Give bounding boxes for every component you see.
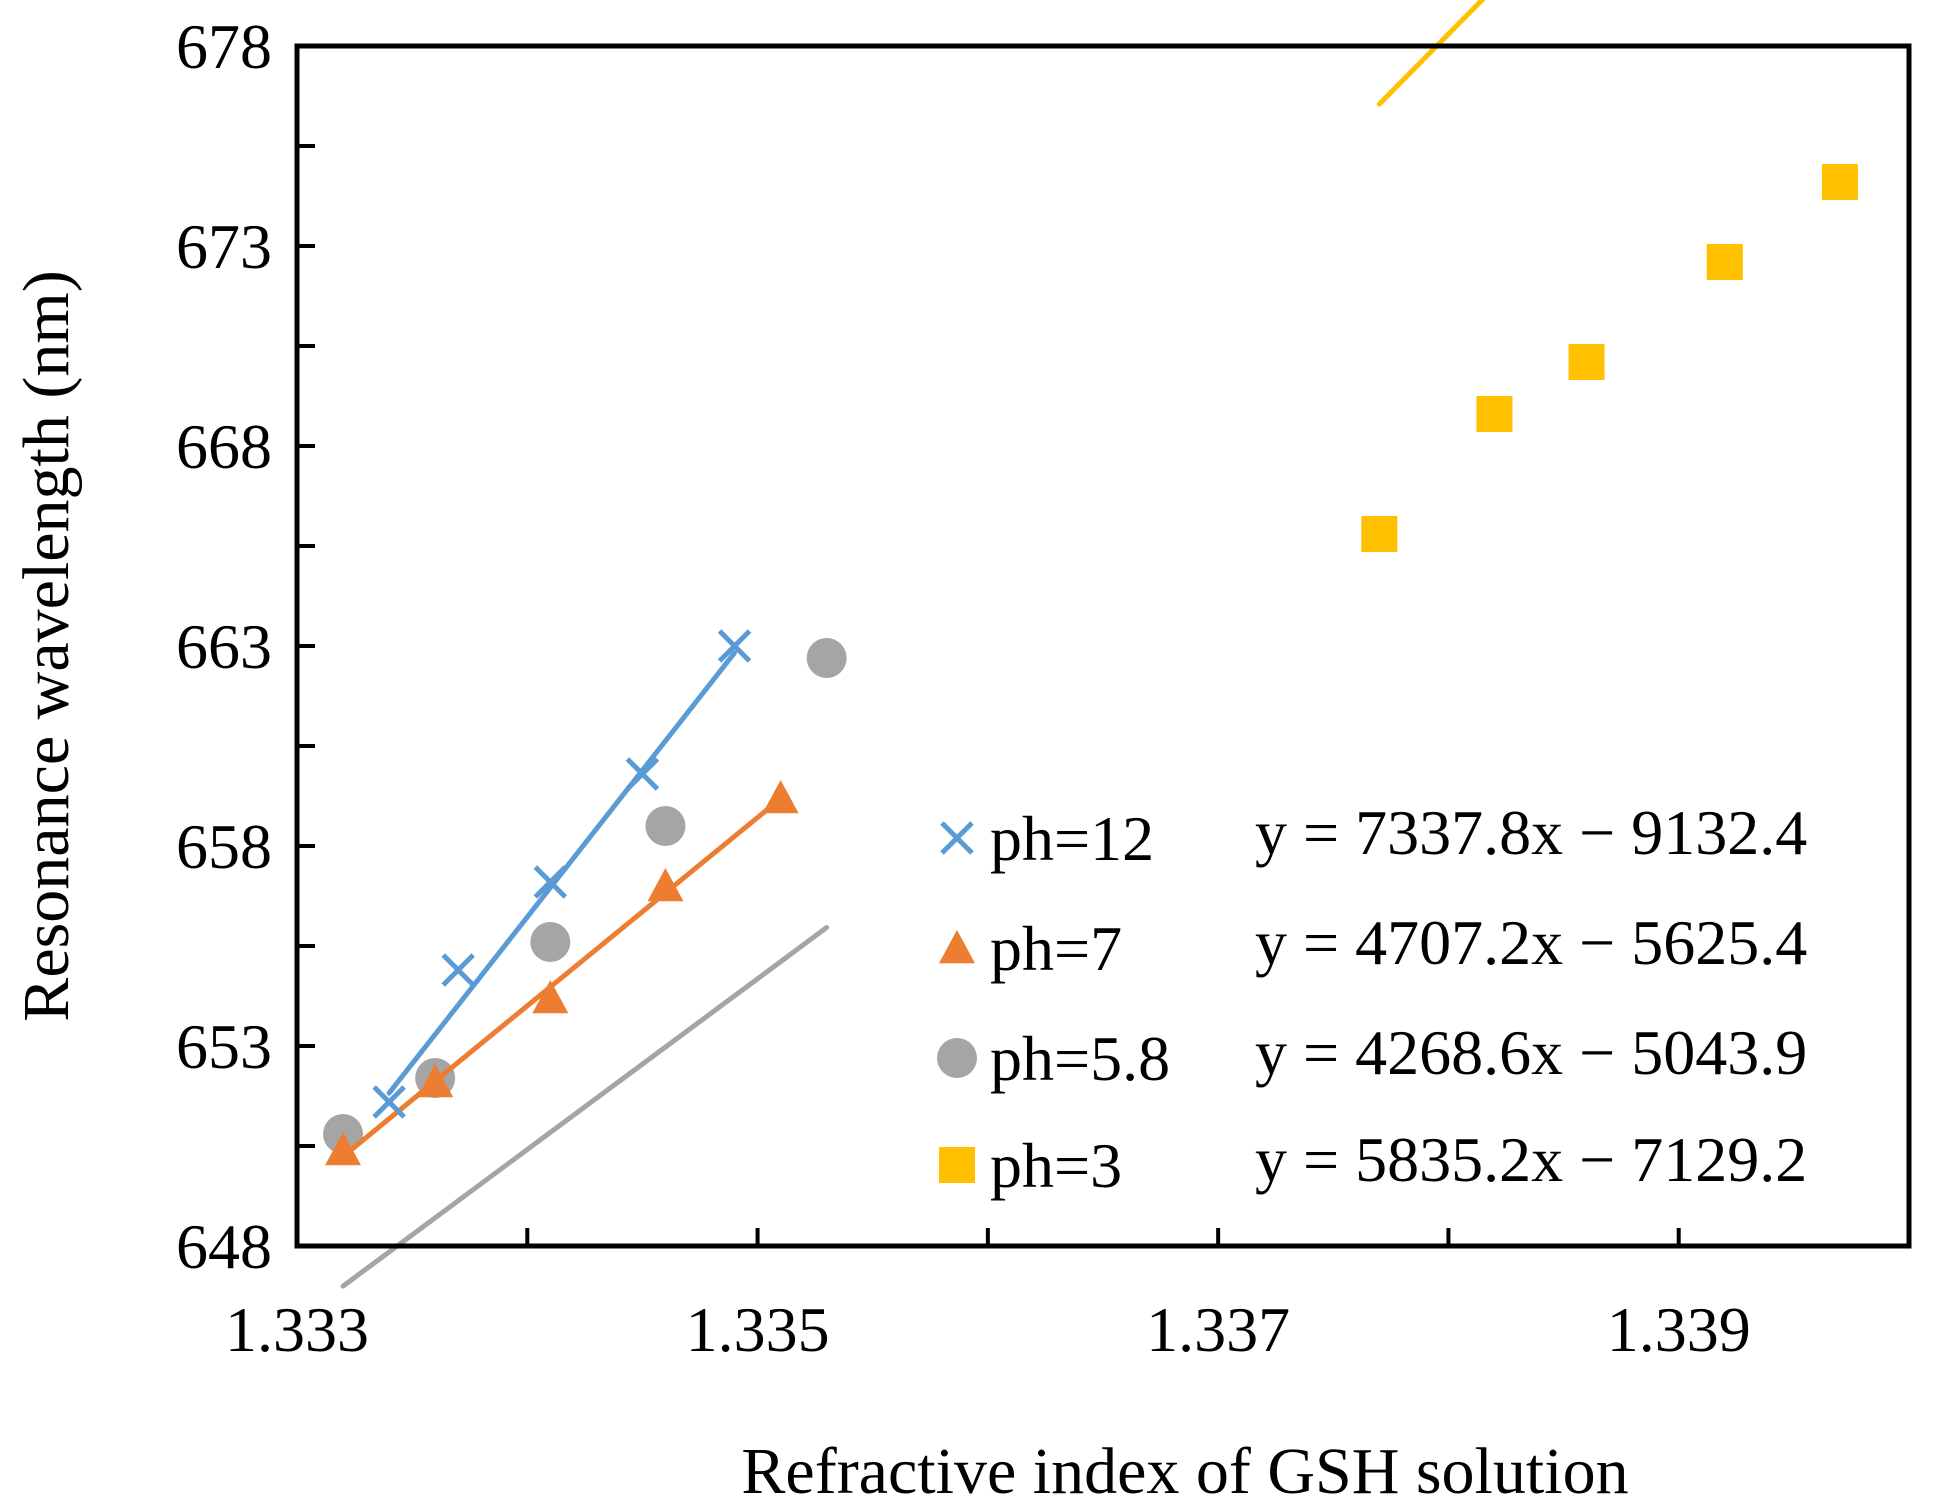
legend: ph=12 y = 7337.8x − 9132.4 ph=7 y = 4707.2x…	[937, 797, 1807, 1201]
data-point	[647, 868, 684, 902]
ticks-layer: 648 653 658 663 668 673 678 1.333 1.335 1.337 1.33…	[176, 11, 1911, 1365]
legend-marker	[940, 821, 974, 855]
trendline	[1376, 0, 1486, 107]
x-tick-label: 1.333	[225, 1294, 369, 1365]
data-point	[1706, 244, 1743, 280]
data-point	[762, 780, 799, 814]
trendline-equation: y = 7337.8x − 9132.4	[1255, 797, 1807, 868]
data-point	[325, 1132, 362, 1166]
data-point	[1821, 164, 1858, 200]
data-point	[625, 757, 660, 791]
data-point	[441, 953, 475, 987]
data-point	[1476, 396, 1513, 432]
y-tick-label: 658	[176, 811, 272, 882]
legend-marker	[937, 1038, 977, 1078]
legend-marker	[939, 1147, 975, 1183]
data-point	[533, 865, 568, 899]
x-tick-label: 1.337	[1146, 1294, 1290, 1365]
y-axis-title: Resonance wavelength (nm)	[10, 270, 83, 1021]
data-point	[1361, 516, 1398, 552]
x-axis-title: Refractive index of GSH solution	[741, 1435, 1628, 1508]
data-point	[530, 922, 571, 962]
legend-label: ph=3	[990, 1130, 1122, 1201]
trendline	[340, 925, 830, 1289]
data-point	[645, 806, 686, 846]
trendline-equation: y = 4707.2x − 5625.4	[1255, 907, 1807, 978]
y-tick-label: 668	[176, 411, 272, 482]
x-tick-label: 1.339	[1607, 1294, 1751, 1365]
data-point	[1568, 344, 1605, 380]
trendline-equation: y = 4268.6x − 5043.9	[1255, 1017, 1807, 1088]
legend-label: ph=12	[990, 803, 1154, 874]
data-point	[717, 629, 752, 663]
y-tick-label: 663	[176, 611, 272, 682]
y-tick-label: 678	[176, 11, 272, 82]
legend-label: ph=7	[990, 913, 1122, 984]
y-tick-label: 653	[176, 1011, 272, 1082]
trendline-equation: y = 5835.2x − 7129.2	[1255, 1124, 1807, 1195]
data-point	[372, 1085, 406, 1119]
data-point	[806, 638, 847, 678]
data-point	[417, 1064, 454, 1098]
legend-marker	[939, 930, 975, 964]
data-point	[532, 980, 569, 1014]
y-tick-label: 648	[176, 1211, 272, 1282]
series-layer	[323, 0, 1858, 1289]
trendline	[340, 796, 784, 1159]
y-tick-label: 673	[176, 211, 272, 282]
legend-label: ph=5.8	[990, 1023, 1170, 1094]
x-tick-label: 1.335	[686, 1294, 830, 1365]
